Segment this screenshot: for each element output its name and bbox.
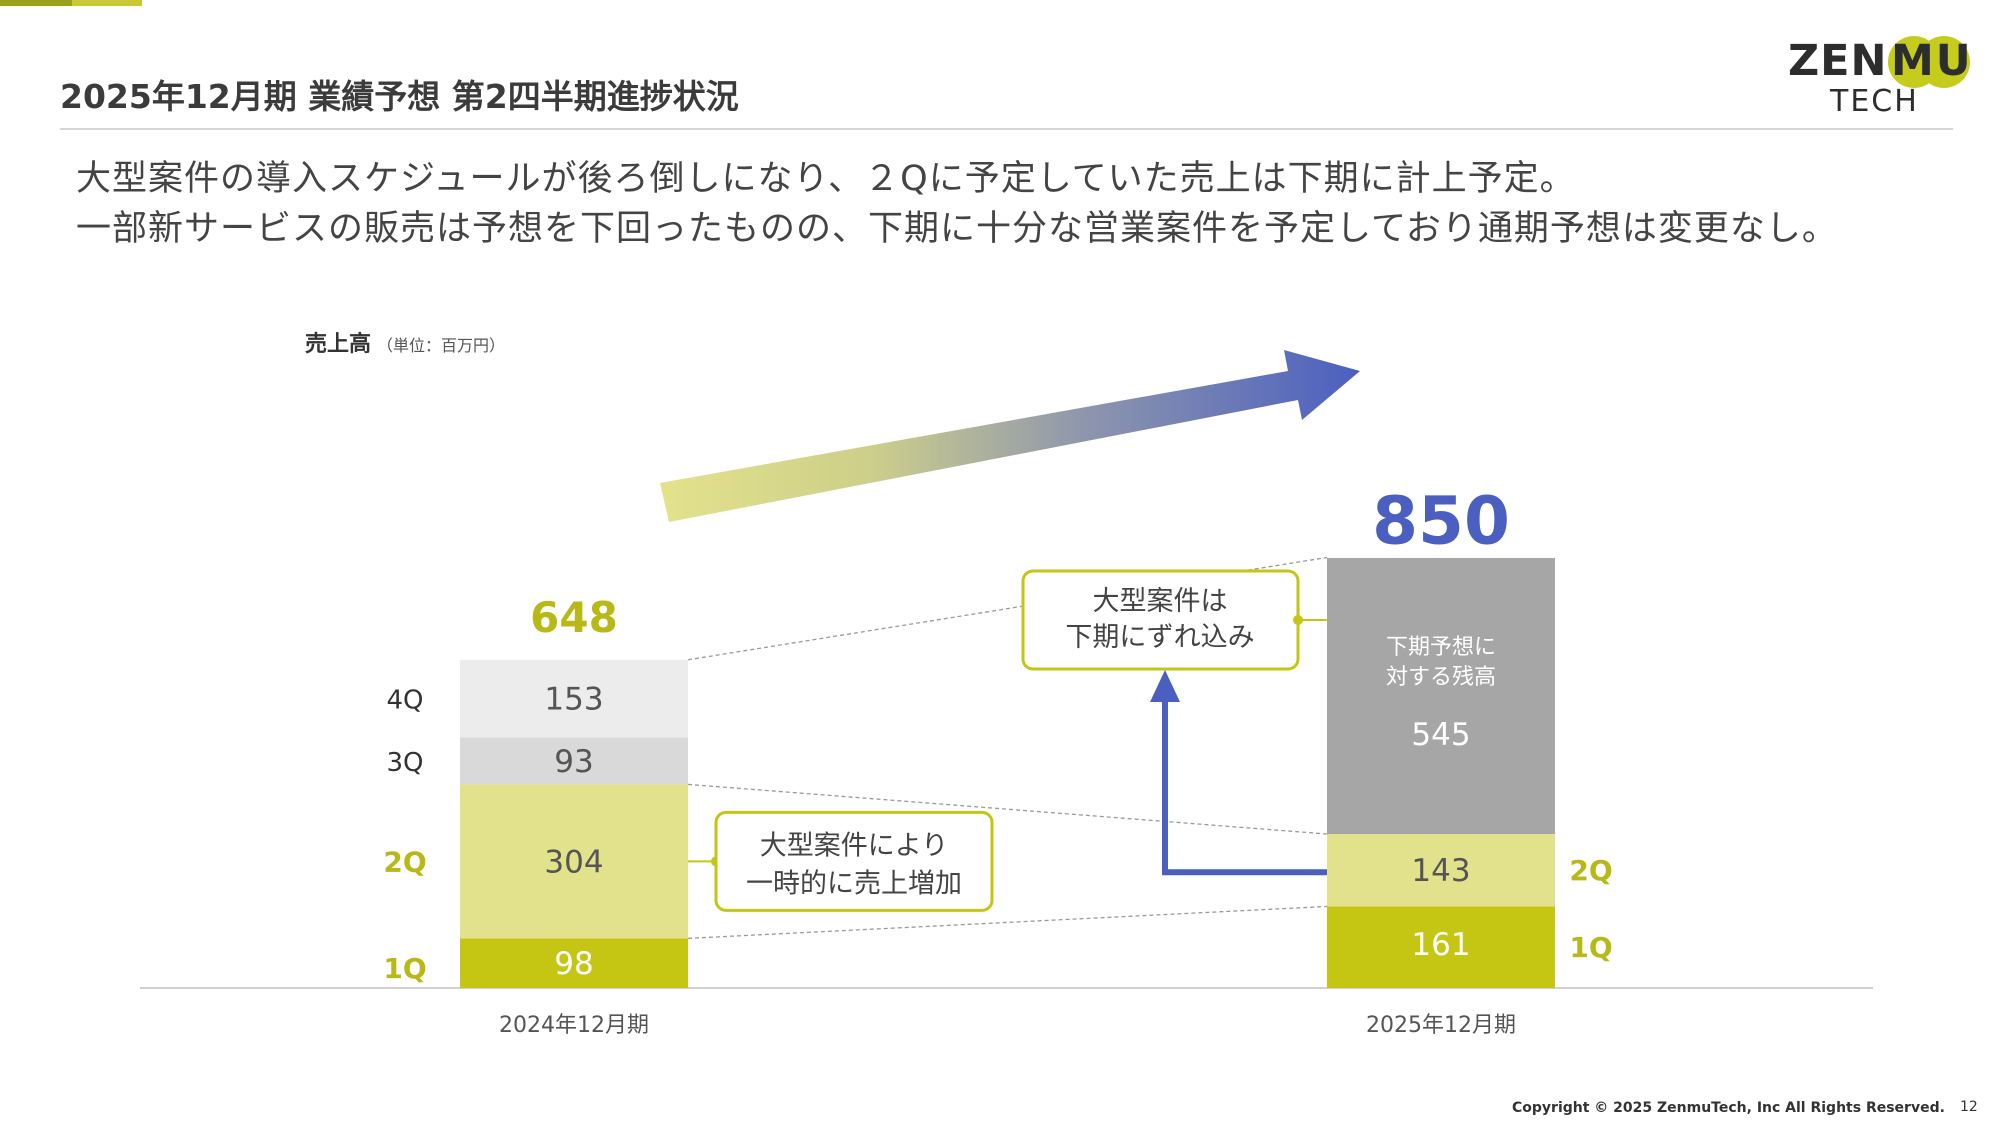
- bar-segment: [1327, 906, 1555, 988]
- bar-segment: [460, 938, 688, 988]
- remain-desc-line-2: 対する残高: [1386, 665, 1496, 690]
- quarter-label: 3Q: [386, 748, 423, 778]
- bar-segment: [460, 784, 688, 939]
- shift-arrow-line: [1162, 700, 1327, 876]
- logo-mu-badge: MU: [1888, 36, 1973, 88]
- data-label: 93: [554, 744, 593, 780]
- copyright-text: Copyright © 2025 ZenmuTech, Inc All Righ…: [1512, 1100, 1945, 1116]
- shift-arrow-head: [1150, 670, 1180, 702]
- quarter-label: 4Q: [386, 686, 423, 716]
- callout-dot: [1293, 615, 1303, 625]
- guide-line: [687, 905, 1328, 940]
- title-divider: [60, 128, 1953, 130]
- data-label: 153: [544, 682, 603, 718]
- callout-text-line-2: 下期にずれ込み: [1065, 622, 1254, 653]
- remain-desc-line-1: 下期予想に: [1386, 635, 1496, 660]
- total-label: 648: [530, 593, 618, 642]
- unit-note: （単位：百万円）: [377, 336, 506, 355]
- data-label: 304: [544, 844, 603, 880]
- callout-text-line-1: 大型案件により: [760, 830, 948, 861]
- slide-title: 2025年12月期 業績予想 第2四半期進捗状況: [60, 77, 739, 116]
- quarter-label: 2Q: [383, 845, 426, 878]
- page-number: 12: [1960, 1099, 1978, 1115]
- data-label: 545: [1411, 717, 1470, 753]
- category-label: 2025年12月期: [1366, 1013, 1516, 1038]
- logo-text-tech: TECH: [1830, 84, 1919, 119]
- quarter-label: 1Q: [383, 952, 426, 985]
- growth-arrow: [660, 350, 1360, 522]
- category-label: 2024年12月期: [499, 1013, 649, 1038]
- growth-arrow-shape: [660, 350, 1360, 522]
- guide-line: [687, 783, 1328, 835]
- data-label: 98: [554, 946, 593, 982]
- quarter-label: 2Q: [1569, 854, 1612, 887]
- bar-segment: [1327, 557, 1555, 835]
- bar-segment: [1327, 834, 1555, 907]
- callout-text-line-2: 一時的に売上増加: [746, 868, 962, 899]
- total-label: 850: [1372, 482, 1510, 559]
- callout-text-line-1: 大型案件は: [1093, 586, 1228, 617]
- callout-box: [714, 810, 994, 912]
- data-label: 143: [1411, 853, 1470, 889]
- top-accent-bar-light: [72, 0, 142, 6]
- lead-text-line-1: 大型案件の導入スケジュールが後ろ倒しになり、２Qに予定していた売上は下期に計上予…: [76, 159, 1576, 199]
- logo-text-zen: ZEN: [1788, 36, 1888, 86]
- lead-text-line-2: 一部新サービスの販売は予想を下回ったものの、下期に十分な営業案件を予定しており通…: [76, 209, 1838, 249]
- data-label: 161: [1411, 927, 1470, 963]
- zenmu-tech-logo: ZEN MU TECH: [1788, 36, 1971, 122]
- top-accent-bar-dark: [0, 0, 72, 6]
- logo-text-mu: MU: [1891, 36, 1973, 86]
- quarter-label: 1Q: [1569, 931, 1612, 964]
- sales-title: 売上高: [305, 332, 372, 357]
- bars: [460, 557, 1555, 988]
- bar-segment: [460, 737, 688, 785]
- chart-unit-label: 売上高 （単位：百万円）: [305, 326, 505, 358]
- labels: 2024年12月期 2025年12月期 98 304 93 153 161 143 下期予想に対…: [383, 482, 1612, 1038]
- bar-segment: [460, 659, 688, 738]
